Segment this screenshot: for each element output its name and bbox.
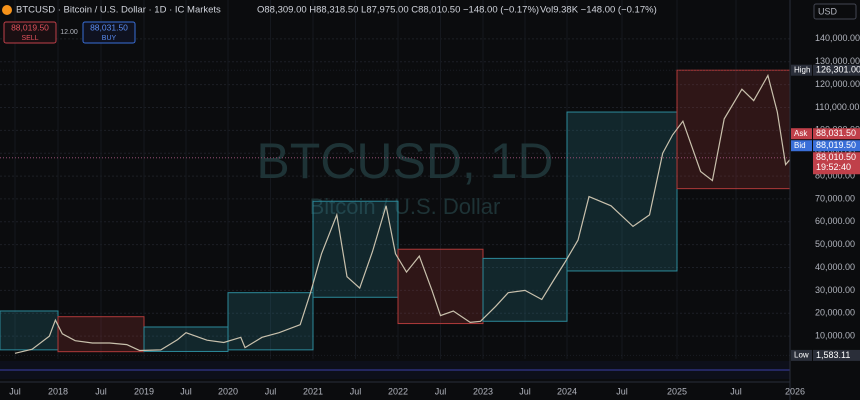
x-tick-label: Jul xyxy=(519,386,531,396)
sell-label[interactable]: SELL xyxy=(21,35,38,42)
x-tick-label: 2023 xyxy=(473,386,493,396)
y-tick-label: 110,000.00 xyxy=(815,102,859,112)
price-line xyxy=(14,73,792,354)
y-tick-label: 40,000.00 xyxy=(815,262,855,272)
year-range-box xyxy=(227,292,314,351)
y-tick-label: 140,000.00 xyxy=(815,33,860,43)
y-tick-label: 130,000.00 xyxy=(815,56,860,66)
y-tick-label: 10,000.00 xyxy=(815,331,855,341)
symbol-icon xyxy=(2,5,12,15)
y-tick-label: 50,000.00 xyxy=(815,239,855,249)
x-tick-label: Jul xyxy=(616,386,628,396)
x-tick-label: Jul xyxy=(265,386,277,396)
symbol: BTCUSD · Bitcoin / U.S. Dollar · 1D · IC… xyxy=(16,5,221,16)
currency-button[interactable] xyxy=(813,3,857,20)
y-tick-label: 120,000.00 xyxy=(815,79,860,89)
watermark-subtitle: Bitcoin / U.S. Dollar xyxy=(310,194,501,219)
price-tag-name: High xyxy=(794,65,810,74)
currency[interactable]: USD xyxy=(818,6,838,16)
x-tick-label: Jul xyxy=(730,386,742,396)
y-tick-label: 70,000.00 xyxy=(815,193,855,203)
buy-price[interactable]: 88,031.50 xyxy=(90,22,128,32)
x-tick-label: 2021 xyxy=(303,386,323,396)
price-tag-name: Ask xyxy=(794,129,808,138)
x-tick-label: Jul xyxy=(350,386,362,396)
price-tag xyxy=(813,152,860,175)
price-tag-name: Bid xyxy=(794,141,806,150)
year-range-box xyxy=(143,326,229,352)
sell-price[interactable]: 88,019.50 xyxy=(11,22,49,32)
ohlc: O88,309.00 H88,318.50 L87,975.00 C88,010… xyxy=(257,5,539,16)
year-range-box xyxy=(0,310,59,351)
x-tick-label: 2018 xyxy=(48,386,68,396)
price-tag-value: 88,019.50 xyxy=(816,140,856,150)
year-range-box xyxy=(397,248,484,325)
x-tick-label: 2025 xyxy=(667,386,687,396)
x-tick-label: Jul xyxy=(95,386,107,396)
sell-button[interactable] xyxy=(3,21,57,44)
y-tick-label: 30,000.00 xyxy=(815,285,855,295)
year-range-box xyxy=(312,200,399,298)
x-tick-label: 2026 xyxy=(785,386,805,396)
countdown: 19:52:40 xyxy=(816,162,851,172)
y-tick-label: 60,000.00 xyxy=(815,216,855,226)
price-tag-name-bg xyxy=(791,128,812,140)
y-tick-label: 80,000.00 xyxy=(815,170,855,180)
year-range-box xyxy=(676,69,791,190)
x-tick-label: 2024 xyxy=(557,386,577,396)
price-tag-value: 88,031.50 xyxy=(816,128,856,138)
volume: Vol9.38K −148.00 (−0.17%) xyxy=(540,5,657,16)
plot xyxy=(0,69,792,356)
watermark-title: BTCUSD, 1D xyxy=(256,133,553,189)
x-tick-label: Jul xyxy=(435,386,447,396)
x-tick-label: 2020 xyxy=(218,386,238,396)
x-tick-label: 2022 xyxy=(388,386,408,396)
price-tag xyxy=(813,128,860,140)
buy-button[interactable] xyxy=(82,21,136,44)
buy-label[interactable]: BUY xyxy=(102,35,117,42)
y-tick-label: 20,000.00 xyxy=(815,308,855,318)
price-tag xyxy=(813,349,860,361)
price-tag xyxy=(813,64,860,76)
price-tag xyxy=(813,140,860,152)
year-range-box xyxy=(566,111,678,272)
price-tag-name-bg xyxy=(791,64,812,76)
x-tick-label: 2019 xyxy=(134,386,154,396)
price-tag-value: 126,301.00 xyxy=(816,65,860,75)
price-tag-name: Low xyxy=(794,350,809,359)
price-tag-name-bg xyxy=(791,140,812,152)
price-tag-value: 1,583.11 xyxy=(816,350,850,360)
price-tag-name-bg xyxy=(791,349,812,361)
x-tick-label: Jul xyxy=(180,386,192,396)
spread: 12.00 xyxy=(60,29,78,36)
x-tick-label: Jul xyxy=(9,386,21,396)
price-tag-value: 88,010.50 xyxy=(816,152,856,162)
